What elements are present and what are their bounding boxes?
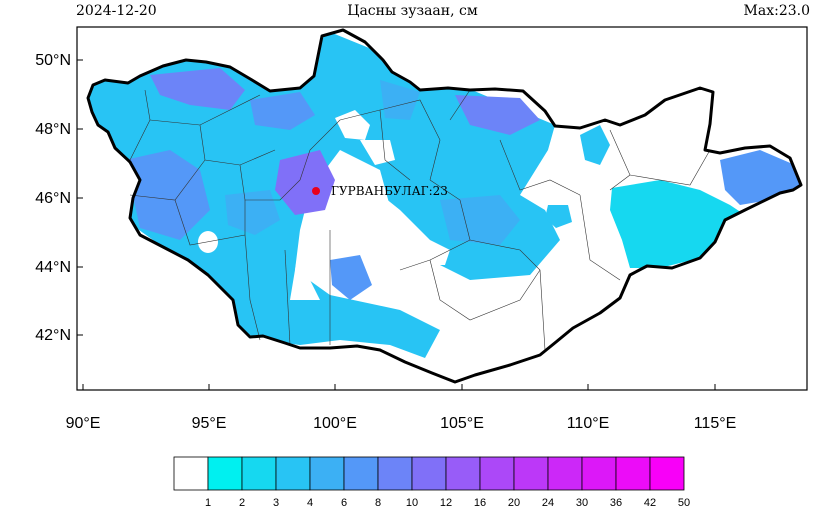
- max-value-label: Max:23.0: [743, 3, 810, 19]
- lon-tick-110: 110°E: [567, 415, 610, 432]
- colorbar-box-8: [445, 456, 481, 491]
- lon-tick-100: 100°E: [313, 415, 357, 432]
- map-title: Цасны зузаан, см: [347, 3, 478, 19]
- colorbar-label-3: 3: [273, 497, 279, 509]
- colorbar-box-4: [309, 456, 345, 491]
- colorbar-box-14: [649, 456, 685, 491]
- colorbar-box-10: [513, 456, 549, 491]
- lat-tick-50: 50°N: [35, 52, 71, 69]
- colorbar-label-36: 36: [610, 497, 622, 509]
- colorbar-box-12: [581, 456, 617, 491]
- snow-cover-layer: [88, 30, 801, 358]
- lat-tick-48: 48°N: [35, 121, 71, 138]
- colorbar-label-1: 1: [205, 497, 211, 509]
- lat-tick-44: 44°N: [35, 259, 71, 276]
- colorbar-label-12: 12: [440, 497, 452, 509]
- province-boundaries: [129, 89, 711, 351]
- colorbar-label-8: 8: [375, 497, 381, 509]
- colorbar-box-2: [241, 456, 277, 491]
- map-date: 2024-12-20: [76, 3, 157, 19]
- colorbar-label-50: 50: [678, 497, 690, 509]
- lat-axis: 42°N 44°N 46°N 48°N 50°N: [35, 52, 83, 344]
- colorbar-label-16: 16: [474, 497, 486, 509]
- colorbar-label-4: 4: [307, 497, 313, 509]
- lon-tick-95: 95°E: [192, 415, 227, 432]
- mongolia-border: [86, 28, 803, 384]
- colorbar-label-2: 2: [239, 497, 245, 509]
- colorbar-label-30: 30: [576, 497, 588, 509]
- colorbar-box-13: [615, 456, 651, 491]
- station-label: ГУРВАНБУЛАГ:23: [331, 184, 448, 198]
- colorbar-box-3: [275, 456, 311, 491]
- colorbar-box-5: [343, 456, 379, 491]
- lon-tick-115: 115°E: [694, 415, 737, 432]
- colorbar-box-0: [173, 456, 209, 491]
- lat-tick-42: 42°N: [35, 327, 71, 344]
- colorbar-box-1: [207, 456, 243, 491]
- colorbar: 1 2 3 4 6 8 10 12 16 20 24 30 36 42 50: [173, 456, 690, 509]
- lon-tick-90: 90°E: [66, 415, 101, 432]
- colorbar-label-42: 42: [644, 497, 656, 509]
- colorbar-label-24: 24: [542, 497, 554, 509]
- colorbar-box-11: [547, 456, 583, 491]
- lat-tick-46: 46°N: [35, 190, 71, 207]
- colorbar-label-6: 6: [341, 497, 347, 509]
- colorbar-label-10: 10: [406, 497, 418, 509]
- colorbar-label-20: 20: [508, 497, 520, 509]
- lon-tick-105: 105°E: [440, 415, 484, 432]
- colorbar-box-7: [411, 456, 447, 491]
- station-marker[interactable]: [312, 187, 320, 195]
- colorbar-box-6: [377, 456, 413, 491]
- lon-axis: 90°E 95°E 100°E 105°E 110°E 115°E: [66, 384, 737, 432]
- colorbar-box-9: [479, 456, 515, 491]
